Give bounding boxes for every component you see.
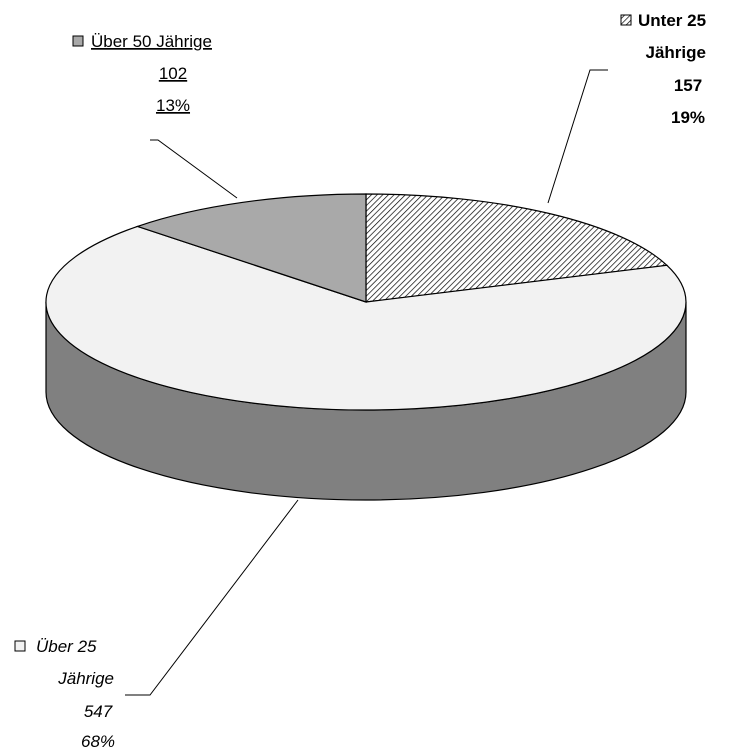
- label-unter-25: Unter 25 Jährige 157 19%: [620, 11, 706, 127]
- pie-slice-unter-25: [365, 193, 669, 303]
- label-unter-25-line1: Unter 25: [638, 11, 706, 30]
- label-ueber-25-line1: Über 25: [36, 637, 97, 656]
- legend-key-unter-25: [620, 14, 632, 26]
- legend-key-ueber-50: [72, 35, 84, 47]
- label-ueber-25: Über 25 Jährige 547 68%: [14, 637, 115, 749]
- label-ueber-25-percent: 68%: [81, 732, 115, 749]
- label-unter-25-line2: Jährige: [646, 43, 706, 62]
- label-unter-25-percent: 19%: [671, 108, 705, 127]
- label-ueber-50-value: 102: [159, 64, 187, 83]
- label-ueber-50-percent: 13%: [156, 96, 190, 115]
- label-ueber-25-line2: Jährige: [57, 669, 114, 688]
- leader-line-ueber-50: [150, 139, 238, 199]
- pie-slice-ueber-50: [135, 193, 367, 303]
- legend-key-ueber-25: [14, 640, 26, 652]
- label-ueber-50: Über 50 Jährige 102 13%: [72, 32, 212, 115]
- leader-line-ueber-25: [125, 499, 299, 696]
- label-unter-25-value: 157: [674, 76, 702, 95]
- leader-line-unter-25: [547, 69, 608, 204]
- label-ueber-25-value: 547: [84, 702, 113, 721]
- label-ueber-50-line1: Über 50 Jährige: [91, 32, 212, 51]
- pie-slice-ueber-25: [45, 225, 687, 411]
